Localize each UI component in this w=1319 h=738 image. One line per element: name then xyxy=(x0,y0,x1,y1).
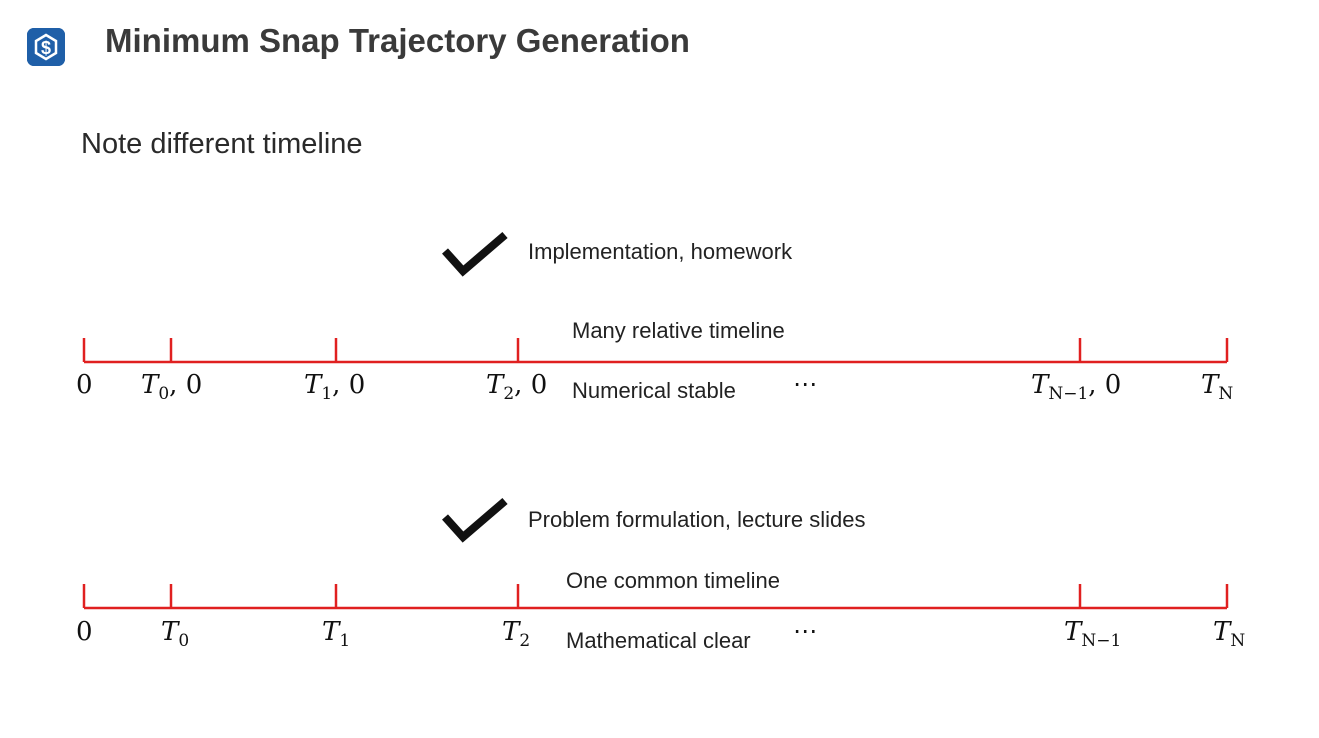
tick-label: TN−1, 0 xyxy=(1031,370,1122,404)
tick-label: 0 xyxy=(76,617,93,647)
tick-label: T1 xyxy=(322,617,351,651)
tick-label: T0, 0 xyxy=(141,370,203,404)
tick-label: TN−1 xyxy=(1064,617,1122,651)
timeline-below-label: Mathematical clear xyxy=(566,628,751,653)
tick-label: TN xyxy=(1213,617,1246,651)
slide-subtitle: Note different timeline xyxy=(81,128,363,160)
check-label: Problem formulation, lecture slides xyxy=(528,507,866,532)
s-logo-icon: $ xyxy=(27,28,65,66)
page-title: Minimum Snap Trajectory Generation xyxy=(105,22,690,59)
timeline-above-label: Many relative timeline xyxy=(572,318,785,343)
timeline-axis xyxy=(82,584,1229,610)
tick-label: 0 xyxy=(76,370,93,400)
tick-label: T1, 0 xyxy=(304,370,366,404)
tick-label: TN xyxy=(1201,370,1234,404)
ellipsis: ⋯ xyxy=(793,371,818,398)
timeline-below-label: Numerical stable xyxy=(572,378,736,403)
tick-label: T2 xyxy=(502,617,531,651)
check-label: Implementation, homework xyxy=(528,239,793,264)
timeline-axis xyxy=(82,338,1229,364)
tick-label: T0 xyxy=(161,617,190,651)
tick-label: T2, 0 xyxy=(486,370,548,404)
ellipsis: ⋯ xyxy=(793,618,818,645)
svg-text:$: $ xyxy=(41,38,51,58)
check-icon xyxy=(442,497,508,543)
timeline-above-label: One common timeline xyxy=(566,568,780,593)
check-icon xyxy=(442,231,508,277)
